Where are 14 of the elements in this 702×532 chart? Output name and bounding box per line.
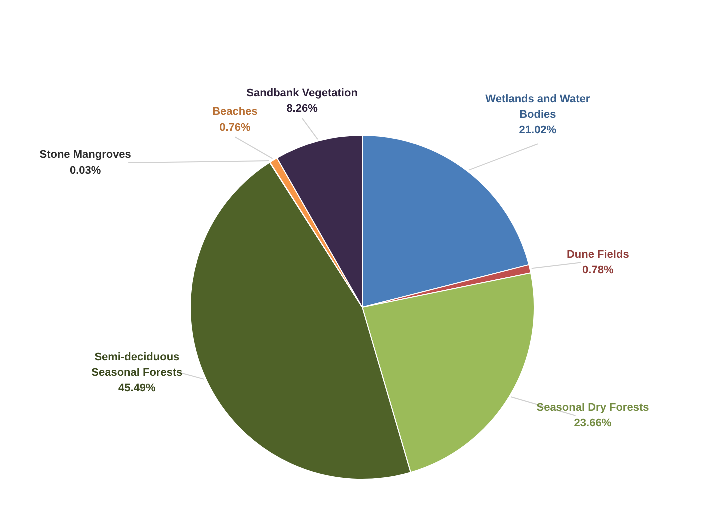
data-label: 8.26%	[286, 102, 318, 115]
data-label: 0.03%	[70, 164, 102, 177]
slice-label: Semi-deciduous Seasonal Forests	[92, 351, 183, 379]
slice-label: Seasonal Dry Forests	[536, 402, 650, 414]
slice-label: Wetlands and Water Bodies	[486, 93, 591, 121]
data-label: 21.02%	[519, 124, 557, 136]
data-label: 0.78%	[582, 264, 614, 277]
data-label: 45.49%	[118, 382, 156, 394]
data-label: 23.66%	[574, 418, 612, 430]
slice-label: Beaches	[212, 106, 258, 118]
slice-label: Sandbank Vegetation	[246, 87, 358, 100]
slice-label: Dune Fields	[566, 248, 630, 261]
data-label: 0.76%	[220, 122, 252, 134]
slice-label: Stone Mangroves	[40, 149, 132, 162]
